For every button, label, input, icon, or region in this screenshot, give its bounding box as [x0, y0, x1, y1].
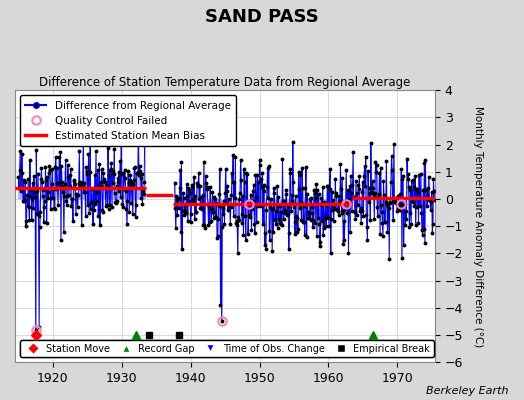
Text: SAND PASS: SAND PASS: [205, 8, 319, 26]
Y-axis label: Monthly Temperature Anomaly Difference (°C): Monthly Temperature Anomaly Difference (…: [473, 106, 483, 347]
Legend: Station Move, Record Gap, Time of Obs. Change, Empirical Break: Station Move, Record Gap, Time of Obs. C…: [20, 340, 434, 358]
Title: Difference of Station Temperature Data from Regional Average: Difference of Station Temperature Data f…: [39, 76, 411, 89]
Text: Berkeley Earth: Berkeley Earth: [426, 386, 508, 396]
